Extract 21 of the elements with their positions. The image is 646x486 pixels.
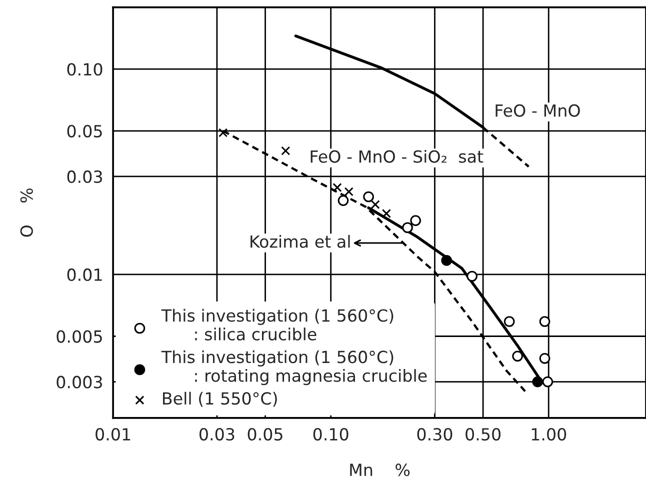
x-tick-label: 0.01 xyxy=(96,428,130,441)
x-tick-label: 0.03 xyxy=(200,428,234,441)
y-tick-label: 0.05 xyxy=(67,124,102,138)
annotation: Kozima et al xyxy=(250,234,350,248)
legend-label: This investigation (1 560°C) : silica crucible xyxy=(161,308,394,340)
annotation: FeO - MnO - SiO₂ sat xyxy=(310,150,484,163)
y-tick-label: 0.003 xyxy=(56,376,102,388)
x-tick-label: 1.00 xyxy=(532,428,566,441)
y-tick-label: 0.005 xyxy=(56,330,102,343)
y-tick-label: 0.03 xyxy=(67,170,102,184)
y-axis-title: O % xyxy=(20,188,33,237)
x-tick-label: 0.05 xyxy=(248,428,282,441)
x-tick-label: 0.50 xyxy=(466,428,501,441)
x-axis-title: Mn % xyxy=(350,464,410,476)
y-tick-label: 0.10 xyxy=(67,63,102,76)
legend-label: This investigation (1 560°C) : rotating magnesia crucible xyxy=(161,350,427,386)
x-tick-label: 0.10 xyxy=(313,428,348,441)
y-tick-label: 0.01 xyxy=(67,268,102,282)
legend-label: Bell (1 550°C) xyxy=(163,392,277,407)
annotation: FeO - MnO xyxy=(496,104,580,117)
x-tick-label: 0.30 xyxy=(417,428,452,441)
